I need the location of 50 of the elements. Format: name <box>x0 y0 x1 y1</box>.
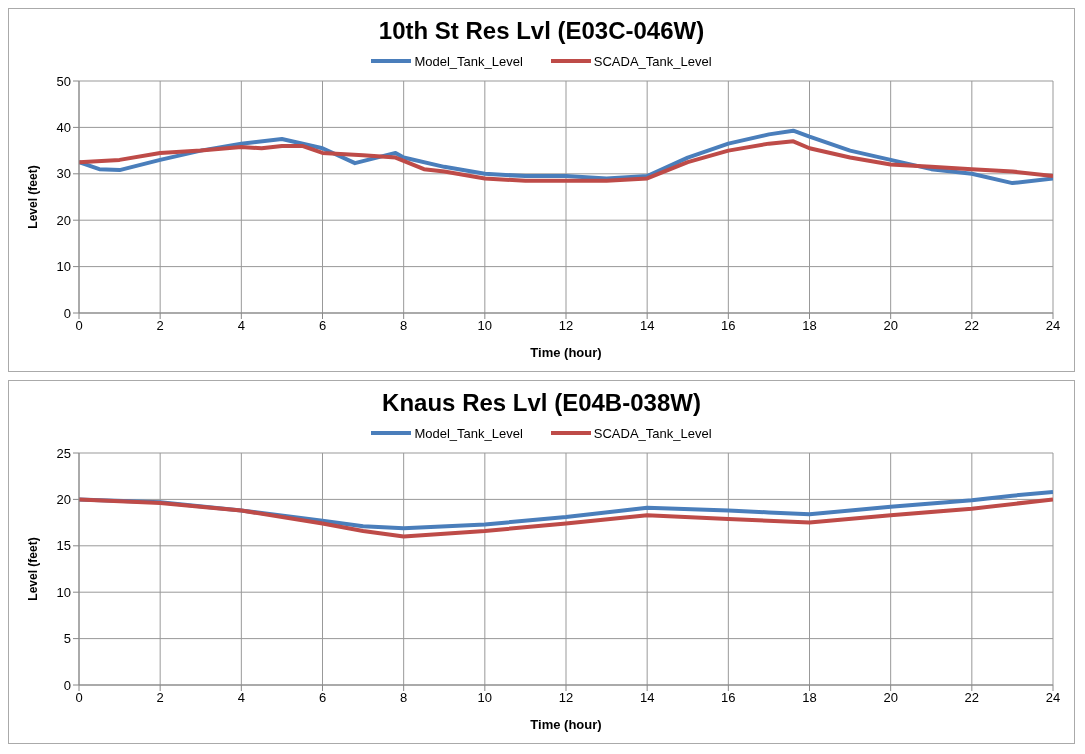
x-tick-label: 20 <box>883 690 898 706</box>
y-tick-label: 10 <box>56 584 71 600</box>
y-tick-label: 25 <box>56 445 71 461</box>
x-tick-label: 2 <box>156 318 164 334</box>
y-tick-label: 10 <box>56 259 71 275</box>
x-axis-title: Time (hour) <box>530 717 602 732</box>
y-tick-label: 0 <box>63 305 71 321</box>
x-tick-label: 16 <box>721 690 736 706</box>
x-tick-label: 18 <box>802 318 817 334</box>
x-tick-label: 8 <box>400 690 408 706</box>
x-tick-label: 0 <box>75 318 83 334</box>
x-tick-label: 10 <box>477 690 493 706</box>
y-tick-label: 20 <box>56 212 71 228</box>
x-tick-label: 8 <box>400 318 408 334</box>
chart-title: Knaus Res Lvl (E04B-038W) <box>381 389 702 418</box>
legend-label: Model_Tank_Level <box>414 53 523 69</box>
x-tick-label: 16 <box>721 318 736 334</box>
x-tick-label: 12 <box>558 690 574 706</box>
line-series <box>79 497 1053 539</box>
line-series <box>79 139 1053 183</box>
y-axis-title: Level (feet) <box>26 165 41 229</box>
legend-label: SCADA_Tank_Level <box>593 425 712 441</box>
x-tick-label: 10 <box>477 318 493 334</box>
x-tick-label: 24 <box>1045 318 1061 334</box>
y-tick-label: 20 <box>56 492 71 508</box>
y-tick-label: 40 <box>56 120 71 136</box>
legend-label: SCADA_Tank_Level <box>593 53 712 69</box>
y-axis-title: Level (feet) <box>26 537 41 601</box>
y-tick-label: 30 <box>56 166 71 182</box>
x-tick-label: 22 <box>964 690 980 706</box>
x-tick-label: 24 <box>1045 690 1061 706</box>
x-tick-label: 12 <box>558 318 574 334</box>
x-tick-label: 14 <box>639 318 655 334</box>
y-tick-label: 0 <box>63 677 71 693</box>
x-tick-label: 4 <box>237 690 245 706</box>
x-tick-label: 6 <box>318 690 327 706</box>
x-tick-label: 14 <box>639 690 655 706</box>
x-tick-label: 22 <box>964 318 980 334</box>
x-tick-label: 4 <box>237 318 245 334</box>
y-tick-label: 50 <box>56 73 71 89</box>
x-tick-label: 6 <box>318 318 327 334</box>
legend-label: Model_Tank_Level <box>414 425 523 441</box>
y-tick-label: 5 <box>63 631 71 647</box>
x-tick-label: 20 <box>883 318 898 334</box>
x-tick-label: 18 <box>802 690 817 706</box>
y-tick-label: 15 <box>56 538 71 554</box>
x-tick-label: 2 <box>156 690 164 706</box>
chart-title: 10th St Res Lvl (E03C-046W) <box>377 17 706 46</box>
x-axis-title: Time (hour) <box>530 345 602 360</box>
x-tick-label: 0 <box>75 690 83 706</box>
